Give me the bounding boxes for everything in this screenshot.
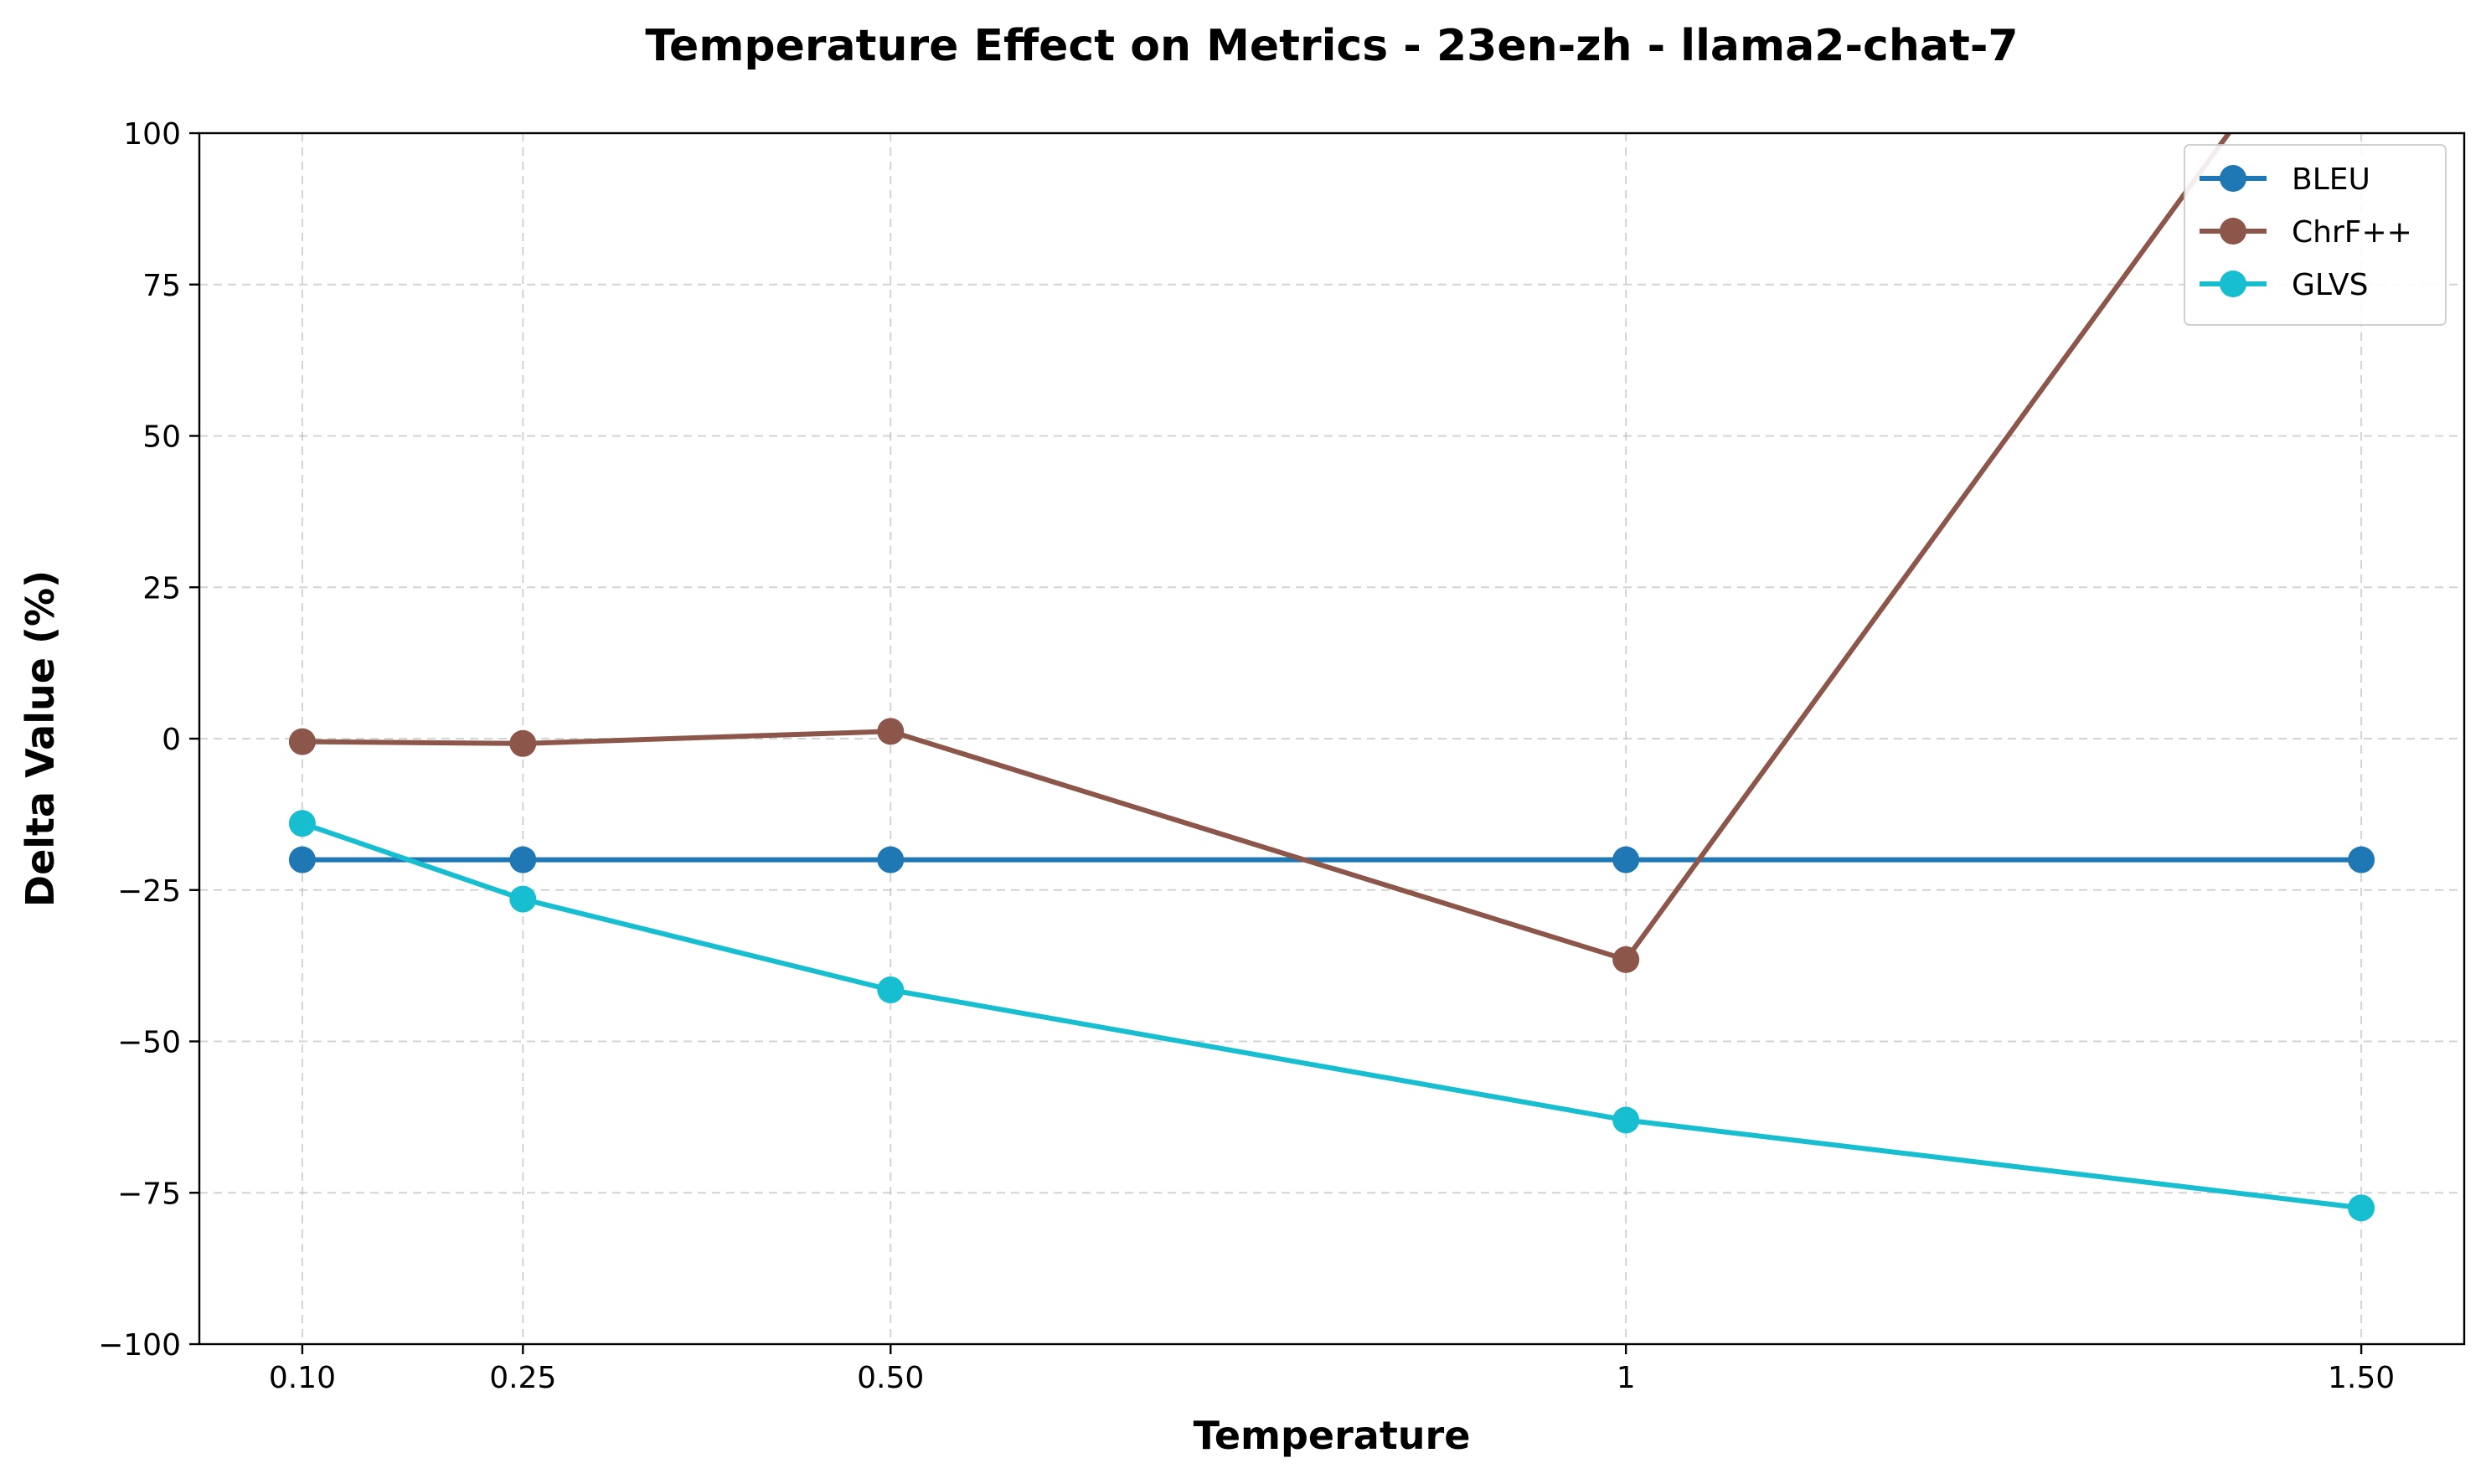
- y-tick-label: 100: [123, 117, 181, 152]
- y-tick-label: −50: [117, 1026, 181, 1060]
- data-point: [1612, 846, 1640, 873]
- legend-marker: [2220, 271, 2246, 297]
- data-point: [509, 729, 537, 757]
- legend-label: BLEU: [2292, 162, 2370, 197]
- x-tick-label: 0.50: [857, 1361, 924, 1395]
- x-tick-label: 1.50: [2328, 1361, 2395, 1395]
- y-tick-label: 75: [142, 269, 181, 303]
- y-tick-label: −100: [98, 1328, 181, 1363]
- data-point: [2348, 846, 2375, 873]
- legend-label: ChrF++: [2292, 215, 2412, 250]
- data-point: [877, 976, 905, 1004]
- x-tick-label: 0.25: [489, 1361, 556, 1395]
- legend: BLEU ChrF++ GLVS: [2184, 144, 2447, 326]
- data-point: [2348, 1194, 2375, 1222]
- legend-box: [2184, 144, 2447, 326]
- x-tick-label: 1: [1617, 1361, 1636, 1395]
- data-point: [1612, 1106, 1640, 1134]
- data-point: [877, 846, 905, 873]
- data-point: [509, 846, 537, 873]
- data-point: [1612, 946, 1640, 973]
- y-axis-label: Delta Value (%): [18, 570, 63, 907]
- legend-label: GLVS: [2292, 268, 2368, 302]
- y-tick-label: −25: [117, 874, 181, 909]
- chart-title: Temperature Effect on Metrics - 23en-zh …: [645, 21, 2018, 71]
- x-axis-label: Temperature: [1194, 1413, 1471, 1458]
- series-layer: [288, 133, 2375, 1222]
- x-tick-label: 0.10: [269, 1361, 336, 1395]
- data-point: [288, 810, 316, 837]
- y-tick-label: 50: [142, 420, 181, 455]
- y-tick-label: −75: [117, 1177, 181, 1211]
- legend-marker: [2220, 218, 2246, 245]
- y-tick-label: 25: [142, 571, 181, 605]
- data-point: [288, 728, 316, 755]
- data-point: [877, 718, 905, 745]
- ticks-layer: 0.10 0.25 0.50 1 1.50 100 75 50 25 0 −25 −50 −75 −100: [98, 117, 2395, 1395]
- grid-layer: [199, 132, 2464, 1345]
- data-point: [288, 846, 316, 873]
- series-line-chrf-: [302, 133, 2232, 962]
- y-tick-label: 0: [162, 723, 181, 757]
- series-line-glvs: [301, 821, 2362, 1211]
- data-point: [509, 885, 537, 913]
- legend-marker: [2220, 165, 2246, 192]
